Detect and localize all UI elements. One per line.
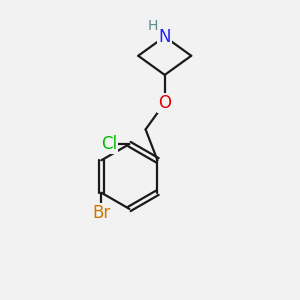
Text: O: O — [158, 94, 171, 112]
Text: H: H — [147, 19, 158, 33]
Text: Cl: Cl — [101, 135, 117, 153]
Text: Br: Br — [92, 204, 110, 222]
Text: N: N — [158, 28, 171, 46]
